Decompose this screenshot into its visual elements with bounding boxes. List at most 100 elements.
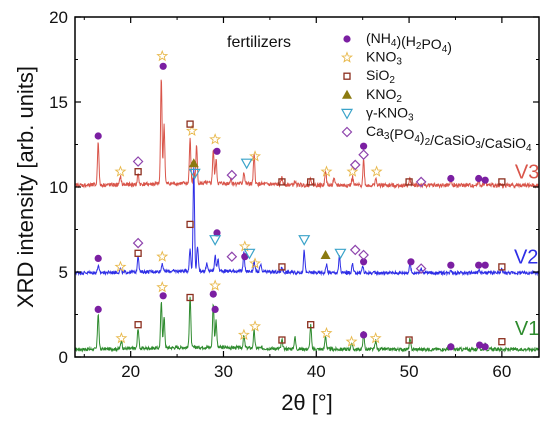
phase-marker-star — [114, 165, 127, 177]
y-axis-label: XRD intensity [arb. units] — [13, 66, 38, 308]
series-line-v2 — [74, 167, 540, 277]
y-tick-label: 0 — [59, 348, 68, 367]
legend-symbol-triangle-down — [340, 108, 354, 120]
series-layer — [74, 79, 540, 353]
y-tick-label: 10 — [49, 178, 68, 197]
y-tick-label: 20 — [49, 8, 68, 27]
phase-marker-star — [345, 335, 358, 347]
phase-marker-circle — [447, 343, 455, 351]
y-tick-label: 5 — [59, 263, 68, 282]
phase-marker-circle — [94, 305, 102, 313]
x-tick-label: 40 — [307, 362, 326, 381]
series-labels: V1 V2 V3 — [514, 162, 539, 340]
phase-marker-triangle-down — [240, 158, 253, 170]
phase-marker-circle — [211, 305, 219, 313]
legend-symbol-triangle — [342, 89, 352, 99]
legend-label: Ca3(PO4)2/CaSiO3/CaSiO4 — [366, 123, 532, 154]
phase-marker-star — [249, 320, 262, 332]
phase-marker-triangle — [320, 250, 331, 259]
phase-marker-triangle-down — [209, 235, 222, 246]
phase-marker-triangle — [188, 158, 199, 168]
x-tick-label: 60 — [492, 362, 511, 381]
phase-marker-diamond — [226, 251, 238, 263]
phase-marker-star — [370, 165, 383, 177]
phase-marker-star — [209, 279, 222, 291]
legend-symbol-star — [341, 51, 353, 63]
legend-label: KNO2 — [366, 86, 402, 105]
phase-marker-star — [114, 260, 127, 272]
phase-marker-star — [238, 240, 251, 252]
phase-marker-square — [307, 321, 315, 329]
phase-marker-square — [498, 338, 506, 346]
phase-marker-diamond — [358, 249, 369, 261]
phase-marker-square — [186, 220, 194, 229]
phase-marker-star — [156, 49, 169, 62]
x-axis-label: 2θ [°] — [281, 390, 333, 415]
legend: (NH4)(H2PO4)KNO3SiO2KNO2γ-KNO3Ca3(PO4)2/… — [340, 30, 532, 154]
phase-marker-diamond — [349, 244, 361, 256]
phase-marker-circle — [475, 261, 483, 269]
phase-marker-diamond — [349, 159, 361, 171]
phase-marker-star — [320, 165, 333, 177]
series-label-v1: V1 — [515, 318, 539, 340]
series-label-v2: V2 — [514, 247, 538, 269]
phase-marker-circle — [213, 229, 221, 237]
phase-marker-diamond — [226, 169, 238, 181]
legend-symbol-square — [343, 72, 351, 80]
phase-marker-circle — [241, 253, 249, 261]
y-tick-label: 15 — [49, 93, 68, 112]
phase-marker-square — [498, 263, 506, 271]
legend-label: KNO3 — [366, 49, 402, 68]
x-tick-label: 30 — [214, 362, 233, 381]
legend-symbol-diamond — [341, 126, 353, 138]
phase-marker-square — [134, 321, 142, 329]
phase-marker-triangle-down — [298, 235, 311, 246]
phase-marker-circle — [481, 343, 489, 351]
phase-marker-square — [498, 178, 506, 186]
phase-marker-star — [115, 332, 128, 344]
series-line-v3 — [74, 79, 540, 190]
phase-marker-circle — [159, 292, 167, 300]
phase-marker-circle — [360, 331, 368, 339]
phase-marker-star — [320, 326, 333, 339]
phase-marker-diamond — [415, 176, 427, 188]
legend-label: γ-KNO3 — [366, 104, 414, 123]
phase-marker-circle — [447, 174, 455, 183]
phase-marker-circle — [209, 290, 217, 298]
phase-marker-circle — [159, 62, 167, 70]
phase-marker-circle — [475, 174, 483, 183]
phase-marker-star — [156, 250, 169, 262]
phase-marker-circle — [447, 261, 455, 269]
phase-marker-square — [186, 120, 194, 128]
x-tick-label: 50 — [400, 362, 419, 381]
phase-marker-circle — [360, 142, 368, 150]
legend-label: SiO2 — [366, 67, 395, 86]
phase-marker-circle — [481, 176, 489, 184]
series-line-v1 — [74, 296, 540, 353]
phase-marker-triangle-down — [243, 248, 256, 260]
phase-marker-star — [185, 124, 198, 136]
phase-marker-square — [278, 263, 286, 271]
x-tick-label: 20 — [121, 362, 140, 381]
phase-marker-circle — [213, 147, 221, 155]
phase-marker-circle — [360, 258, 368, 266]
phase-marker-circle — [407, 258, 415, 266]
phase-marker-star — [249, 257, 262, 269]
phase-marker-diamond — [358, 149, 369, 161]
phase-marker-square — [134, 249, 142, 257]
phase-marker-star — [249, 150, 262, 162]
phase-marker-star — [369, 332, 382, 344]
phase-marker-square — [134, 168, 142, 176]
phase-marker-square — [405, 336, 413, 344]
phase-marker-diamond — [415, 263, 427, 274]
phase-marker-star — [156, 281, 169, 293]
phase-marker-star — [346, 165, 359, 177]
legend-label: (NH4)(H2PO4) — [366, 30, 452, 55]
tick-layer: 20 30 40 50 60 0 5 10 15 20 — [49, 8, 539, 381]
phase-marker-diamond — [132, 237, 144, 249]
phase-marker-circle — [476, 341, 484, 349]
phase-marker-triangle-down — [334, 248, 347, 260]
phase-marker-circle — [94, 132, 102, 140]
phase-marker-square — [278, 178, 286, 186]
phase-marker-square — [307, 178, 315, 186]
